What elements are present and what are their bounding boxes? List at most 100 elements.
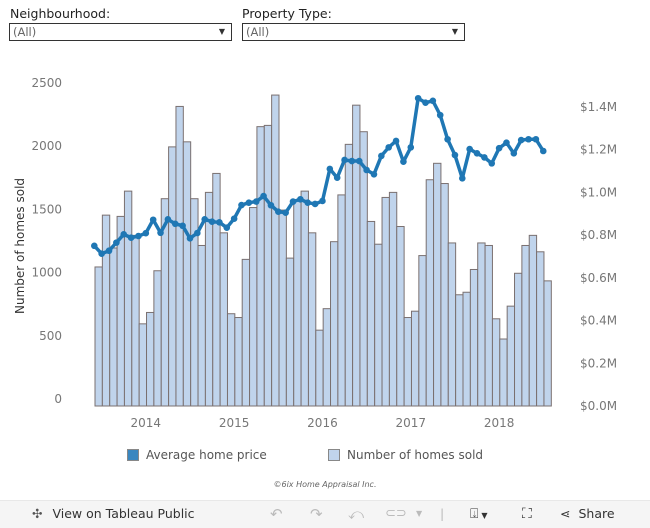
price-point — [252, 198, 260, 205]
x-tick-label: 2016 — [307, 416, 338, 430]
redo-icon[interactable]: ↷ — [310, 505, 323, 523]
neighbourhood-filter-select[interactable]: (All) ▼ — [9, 23, 232, 41]
x-tick-label: 2018 — [484, 416, 515, 430]
bar — [307, 232, 317, 407]
price-point — [481, 154, 488, 161]
y-right-tick-label: $0.0M — [580, 399, 617, 413]
price-point — [245, 199, 253, 206]
price-point — [186, 235, 194, 242]
bar — [256, 126, 265, 407]
y-axis-title: Number of homes sold — [13, 178, 27, 314]
bar — [469, 268, 479, 407]
price-point — [275, 208, 282, 215]
price-point — [495, 144, 503, 152]
bar — [440, 183, 449, 407]
bar — [241, 258, 251, 407]
bar — [396, 226, 405, 407]
price-point — [91, 242, 98, 250]
y-right-tick-label: $0.2M — [580, 356, 617, 370]
price-point — [171, 220, 179, 228]
chevron-down-icon: ▼ — [451, 27, 458, 36]
price-point — [459, 175, 466, 182]
price-point — [157, 229, 164, 237]
legend-label: Average home price — [146, 448, 267, 462]
bar — [536, 251, 545, 407]
price-point — [407, 144, 415, 151]
bar — [182, 141, 192, 407]
revert-icon[interactable]: ⤺ — [348, 505, 365, 523]
bar — [109, 247, 118, 407]
legend-item-average-home-price[interactable]: Average home price — [127, 448, 267, 462]
price-point — [333, 174, 341, 181]
toolbar-divider: | — [440, 506, 445, 521]
bar — [285, 257, 295, 407]
price-point — [539, 147, 547, 155]
legend-item-number-of-homes-sold[interactable]: Number of homes sold — [328, 448, 483, 462]
x-tick-label: 2014 — [131, 416, 162, 430]
bar — [330, 241, 339, 407]
chevron-down-icon[interactable]: ▼ — [416, 509, 423, 518]
property-type-filter-select[interactable]: (All) ▼ — [242, 23, 465, 41]
bar — [249, 207, 258, 407]
price-point — [260, 192, 267, 200]
neighbourhood-filter-label: Neighbourhood: — [10, 6, 111, 21]
price-point — [392, 137, 400, 145]
price-point — [378, 152, 385, 160]
price-point — [282, 209, 289, 217]
bar — [366, 220, 376, 407]
price-point — [149, 216, 157, 224]
price-point — [311, 200, 319, 208]
chevron-down-icon: ▼ — [218, 27, 225, 36]
bar — [418, 255, 427, 407]
legend-swatch — [328, 449, 340, 461]
homes-chart: Number of homes sold 0 500 1000 1500 2000 250… — [13, 76, 617, 430]
price-point — [179, 222, 186, 230]
bar — [543, 280, 552, 407]
bar — [477, 242, 486, 407]
property-type-filter-label: Property Type: — [242, 6, 332, 21]
refresh-icon[interactable]: ⊂⊃ — [385, 506, 407, 521]
bar — [94, 266, 103, 407]
bar — [388, 191, 398, 407]
download-button[interactable]: ⍗ ▼ — [470, 506, 488, 524]
bar — [447, 242, 457, 407]
bar — [462, 291, 471, 407]
download-icon: ⍗ — [470, 506, 479, 522]
copyright: ©6ix Home Appraisal Inc. — [273, 480, 377, 489]
price-point — [304, 199, 312, 206]
bar — [263, 124, 273, 407]
price-point — [532, 135, 540, 143]
tableau-logo-icon: ✣ — [32, 506, 43, 521]
bar — [226, 313, 236, 407]
view-on-tableau-button[interactable]: ✣ View on Tableau Public — [32, 506, 195, 522]
price-point — [267, 201, 275, 209]
bar — [499, 338, 508, 407]
bar — [381, 196, 390, 407]
fullscreen-icon[interactable]: ⛶ — [522, 506, 532, 522]
bar — [153, 270, 162, 407]
bar — [403, 317, 412, 407]
bar — [271, 94, 280, 407]
y-tick-label: 2500 — [31, 76, 62, 90]
share-label: Share — [578, 506, 615, 521]
chevron-down-icon: ▼ — [481, 511, 488, 520]
y-right-tick-label: $1.0M — [580, 185, 617, 199]
share-button[interactable]: ⋖ Share — [560, 506, 615, 522]
price-point — [436, 111, 444, 119]
bar — [293, 199, 302, 407]
y-right-tick-label: $1.2M — [580, 143, 617, 157]
price-point — [113, 239, 120, 246]
y-tick-label: 1500 — [31, 202, 62, 216]
price-point — [208, 218, 216, 225]
toolbar: ✣ View on Tableau Public ↶ ↷ ⤺ ⊂⊃ ▼ | ⍗ ▼… — [0, 500, 650, 528]
y-right-tick-label: $0.8M — [580, 228, 617, 242]
price-point — [451, 151, 459, 159]
bar — [491, 318, 501, 407]
undo-icon[interactable]: ↶ — [270, 505, 283, 523]
bar — [138, 323, 148, 407]
price-point — [510, 150, 518, 157]
bar — [514, 272, 523, 407]
bar — [337, 194, 346, 407]
bar — [410, 310, 420, 407]
price-point — [289, 198, 297, 205]
